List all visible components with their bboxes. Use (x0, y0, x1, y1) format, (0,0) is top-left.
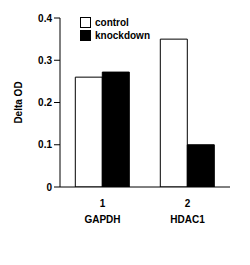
svg-text:0.3: 0.3 (38, 55, 52, 66)
svg-text:0.2: 0.2 (38, 97, 52, 108)
svg-text:0.1: 0.1 (38, 139, 52, 150)
html-text:control: control (95, 17, 129, 28)
svg-text:Delta OD: Delta OD (13, 81, 24, 123)
html-text:knockdown: knockdown (95, 30, 150, 41)
svg-text:0: 0 (46, 182, 52, 193)
svg-text:HDAC1: HDAC1 (170, 214, 205, 225)
svg-text:0.4: 0.4 (38, 13, 52, 24)
svg-text:GAPDH: GAPDH (84, 214, 120, 225)
svg-text:2: 2 (185, 198, 191, 209)
svg-text:1: 1 (100, 198, 106, 209)
